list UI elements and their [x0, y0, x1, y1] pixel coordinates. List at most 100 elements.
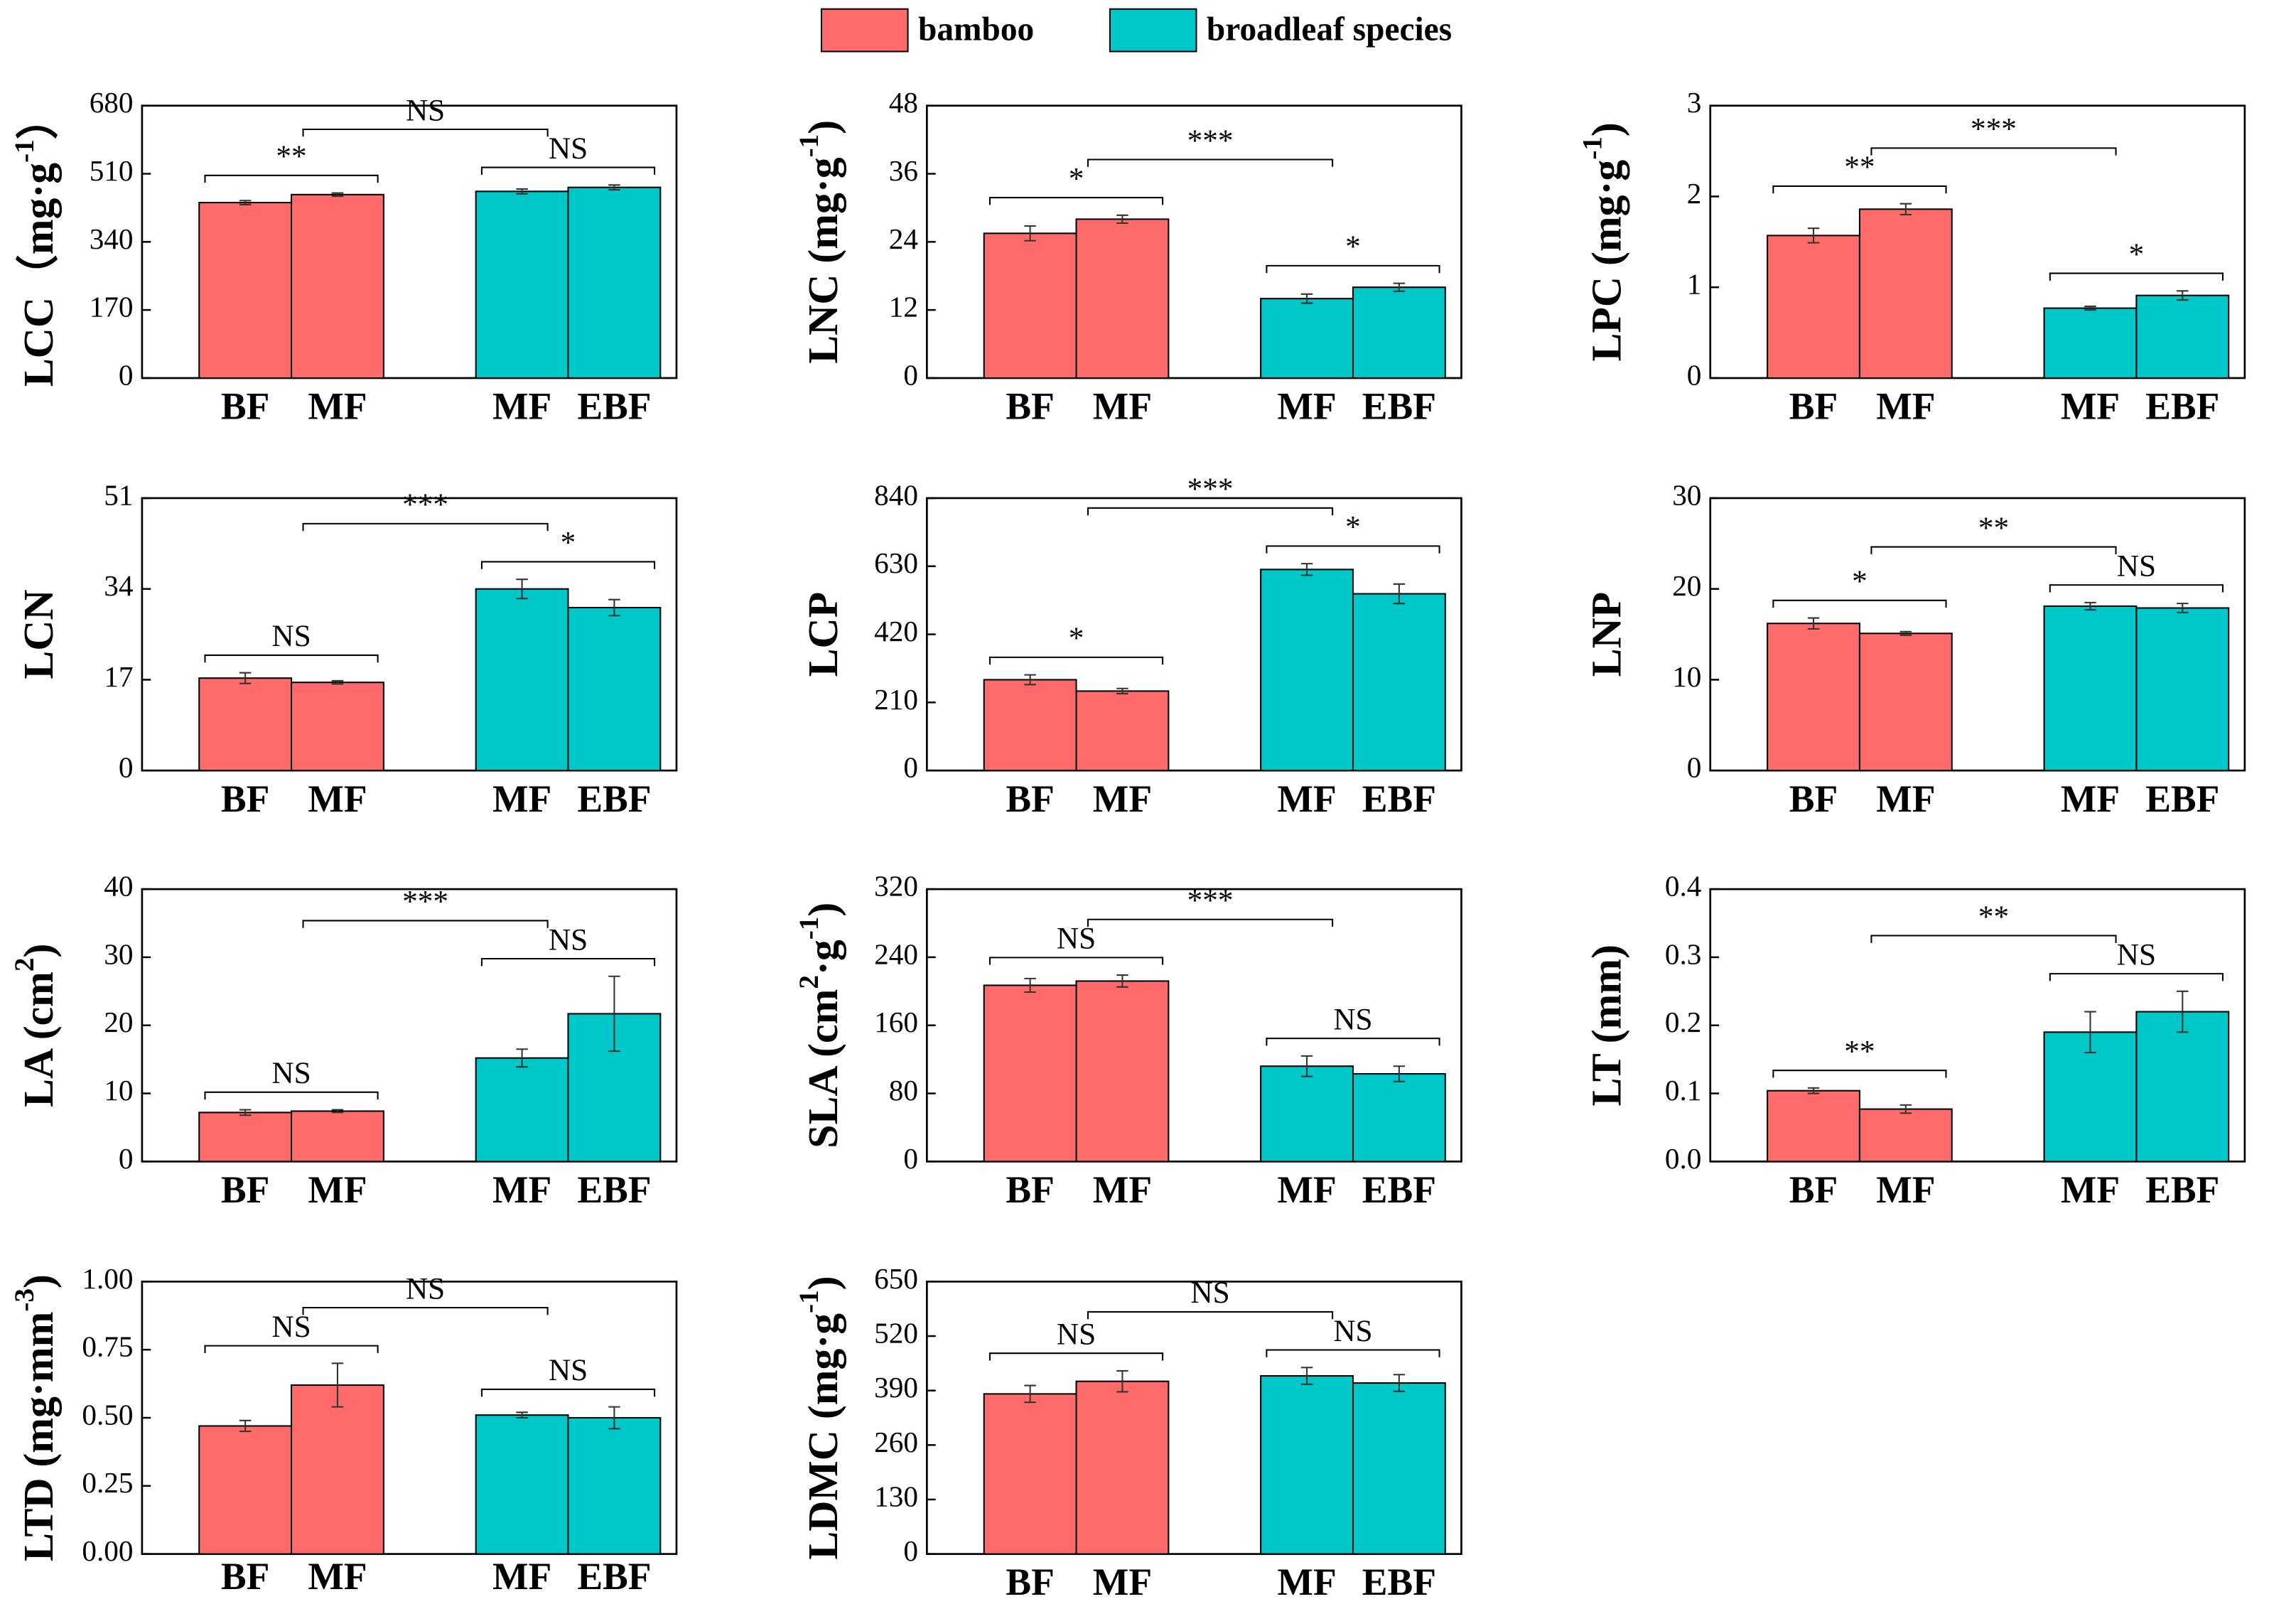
y-tick-label: 3: [1687, 86, 1702, 119]
y-tick-label: 680: [90, 86, 134, 119]
bar: [1352, 286, 1446, 379]
bracket: [988, 197, 1164, 205]
bracket: [988, 957, 1164, 965]
y-label-part: -1: [794, 1290, 825, 1313]
y-tick-label: 20: [104, 1006, 133, 1038]
significance-label: **: [1978, 511, 2009, 545]
significance-label: ***: [1971, 112, 2017, 146]
y-axis-label: LTD (mg·mm-3): [9, 1274, 61, 1561]
y-tick-label: 0: [903, 751, 918, 784]
bar: [2043, 307, 2138, 379]
significance-label: *: [1345, 510, 1361, 544]
bracket: [1772, 1070, 1947, 1078]
bar: [567, 1416, 662, 1555]
bar: [291, 1384, 384, 1555]
x-tick-label: MF: [2061, 777, 2120, 820]
x-tick-label: EBF: [2145, 777, 2219, 820]
bar: [1858, 208, 1953, 379]
significance-label: NS: [271, 1056, 311, 1090]
significance-label: NS: [406, 93, 445, 127]
bar: [291, 682, 384, 772]
bracket: [2049, 973, 2224, 981]
x-tick-label: MF: [308, 385, 367, 428]
y-axis-label: LCP: [799, 592, 846, 677]
y-label-part: LA (cm: [14, 971, 61, 1107]
bar: [983, 679, 1077, 772]
bracket: [302, 522, 549, 532]
bracket: [302, 920, 549, 928]
x-tick-label: MF: [1277, 385, 1336, 428]
bar: [1352, 1072, 1446, 1163]
y-axis-label: LCC（mg·g-1）: [9, 97, 61, 387]
y-label-part: ): [799, 903, 846, 917]
bar: [1260, 1065, 1354, 1163]
x-tick-label: EBF: [577, 1168, 651, 1211]
x-tick-label: MF: [1277, 1168, 1336, 1211]
significance-label: **: [1978, 900, 2009, 934]
y-tick-label: 520: [874, 1316, 918, 1349]
bracket: [302, 128, 549, 137]
bar: [198, 1425, 293, 1555]
y-tick-label: 390: [874, 1371, 918, 1404]
y-tick-label: 0.4: [1665, 870, 1702, 903]
bracket: [1087, 507, 1334, 516]
y-tick-label: 0: [119, 751, 134, 784]
y-tick-label: 0: [903, 358, 918, 391]
x-tick-label: EBF: [577, 385, 651, 428]
significance-label: *: [561, 526, 576, 560]
bracket: [1266, 264, 1440, 274]
y-tick-label: 2: [1687, 177, 1702, 210]
y-tick-label: 0.75: [82, 1330, 133, 1363]
y-axis-label: LNC (mg·g-1): [794, 120, 846, 364]
y-axis-label: LT (mm): [1583, 944, 1629, 1106]
bar: [198, 677, 293, 772]
bracket: [2049, 584, 2224, 593]
y-label-part: LNP: [1583, 592, 1629, 677]
bar: [1260, 298, 1354, 379]
bracket: [1266, 1038, 1440, 1046]
y-tick-label: 1.00: [82, 1262, 133, 1295]
x-tick-label: EBF: [2145, 1168, 2219, 1211]
x-tick-label: MF: [1277, 777, 1336, 820]
y-label-part: LDMC (mg·g: [799, 1313, 846, 1560]
bracket: [480, 561, 656, 569]
bracket: [1266, 1349, 1440, 1357]
bar: [1767, 1089, 1860, 1163]
x-tick-label: BF: [1006, 1168, 1054, 1211]
y-tick-label: 340: [90, 222, 134, 255]
y-tick-label: 10: [104, 1074, 133, 1107]
bar: [1352, 1382, 1446, 1555]
y-tick-label: 0: [119, 1142, 134, 1175]
bar: [983, 984, 1077, 1163]
y-label-part: ）: [14, 97, 61, 139]
y-tick-label: 170: [90, 291, 134, 323]
bar: [1075, 1380, 1170, 1555]
significance-label: NS: [1333, 1002, 1372, 1036]
x-tick-label: MF: [492, 1555, 551, 1598]
y-label-part: LNC (mg·g: [799, 157, 846, 364]
y-tick-label: 0.00: [82, 1534, 133, 1567]
x-tick-label: BF: [221, 1168, 269, 1211]
y-tick-label: 160: [874, 1006, 918, 1038]
bar: [983, 1393, 1077, 1555]
significance-label: NS: [549, 131, 588, 166]
y-tick-label: 0: [903, 1534, 918, 1567]
significance-label: NS: [2117, 549, 2156, 583]
y-tick-label: 51: [104, 478, 133, 511]
bar: [198, 1112, 293, 1163]
y-label-part: ): [799, 120, 846, 134]
bar: [1767, 235, 1860, 379]
significance-label: NS: [271, 619, 311, 653]
x-tick-label: MF: [492, 385, 551, 428]
y-axis-label: LCN: [14, 589, 61, 679]
bar: [1075, 980, 1170, 1163]
y-tick-label: 840: [874, 478, 918, 511]
bar: [567, 186, 662, 379]
bracket: [1087, 918, 1334, 927]
y-label-part: ): [14, 944, 61, 958]
significance-label: ***: [1187, 124, 1234, 158]
bar: [2135, 1011, 2230, 1163]
y-tick-label: 630: [874, 547, 918, 579]
y-tick-label: 0: [903, 1142, 918, 1175]
significance-label: *: [1345, 230, 1361, 264]
